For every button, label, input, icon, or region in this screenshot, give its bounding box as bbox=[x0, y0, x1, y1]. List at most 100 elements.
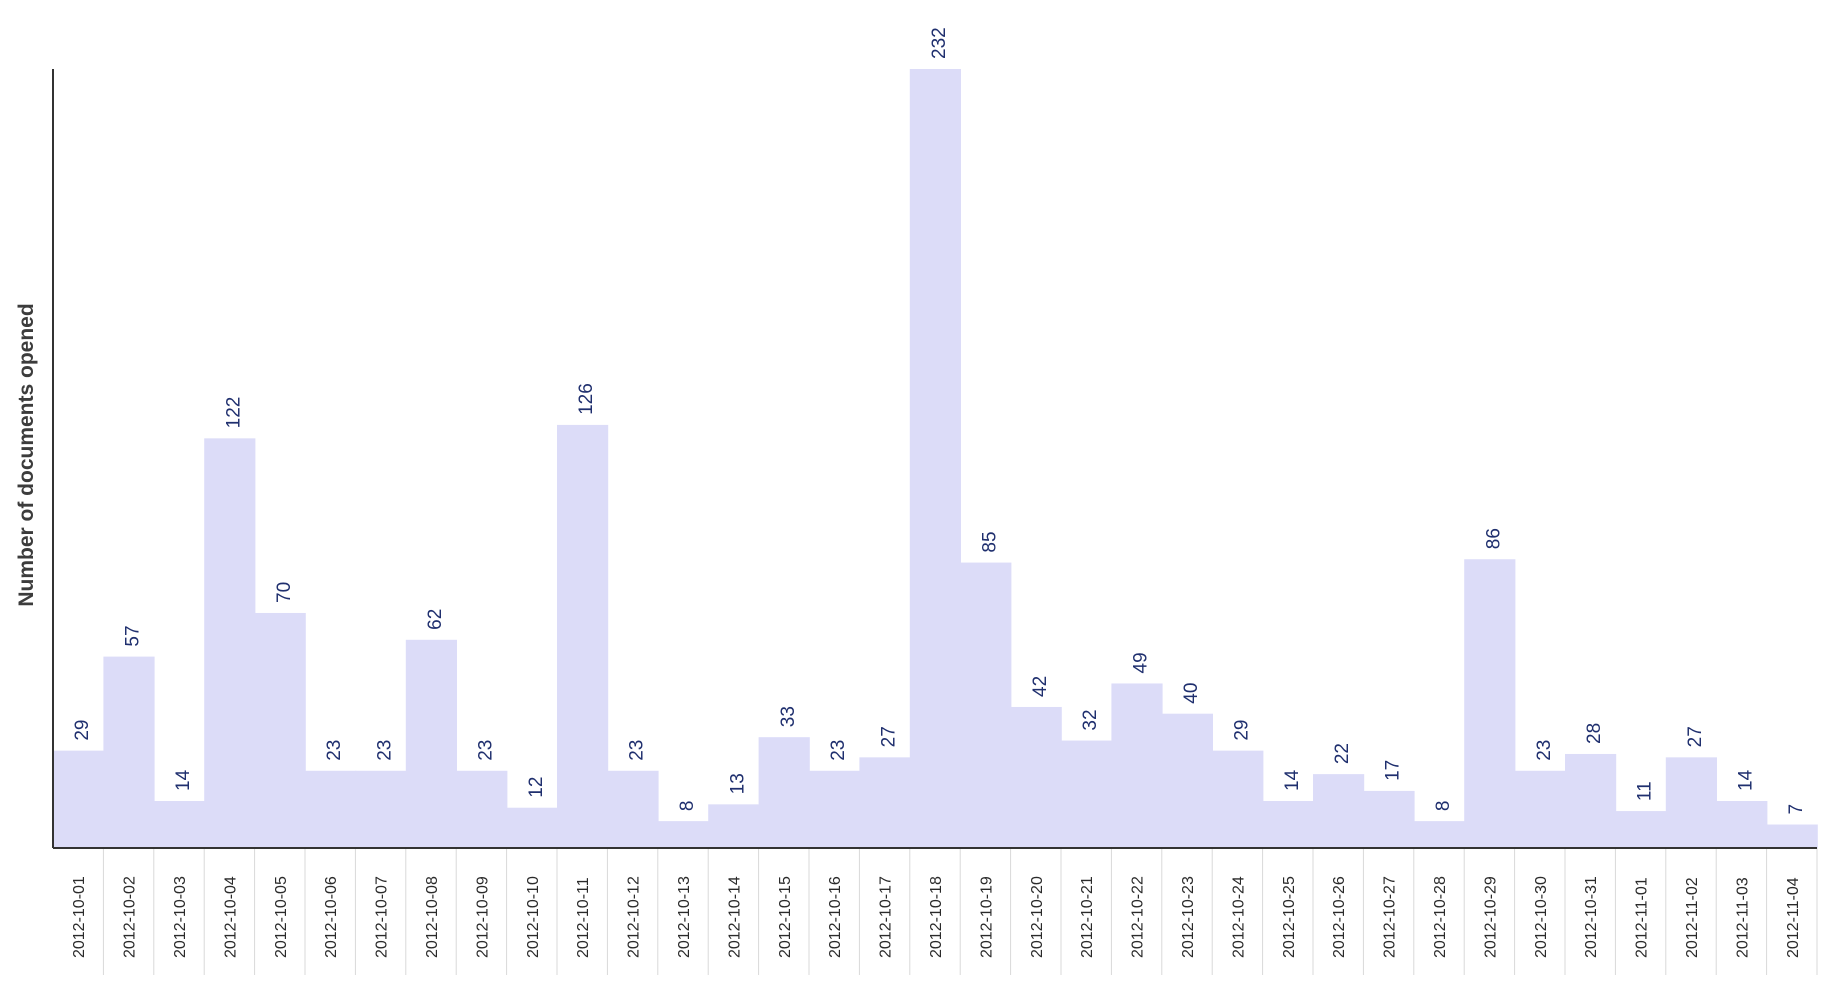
x-tick-label-2012-10-03: 2012-10-03 bbox=[172, 876, 189, 958]
bar-2012-10-22 bbox=[1111, 683, 1163, 848]
bar-2012-11-03 bbox=[1716, 800, 1768, 848]
value-label-2012-10-05: 70 bbox=[274, 582, 295, 603]
bar-2012-10-08 bbox=[405, 639, 457, 848]
value-label-2012-11-03: 14 bbox=[1735, 769, 1756, 791]
x-tick-label-2012-10-10: 2012-10-10 bbox=[525, 876, 542, 958]
x-tick-label-2012-10-16: 2012-10-16 bbox=[827, 876, 844, 958]
x-tick-label-2012-10-29: 2012-10-29 bbox=[1482, 876, 1499, 958]
bar-2012-10-06 bbox=[305, 770, 357, 848]
bar-2012-10-18 bbox=[909, 69, 961, 848]
x-tick-label-2012-10-22: 2012-10-22 bbox=[1130, 876, 1147, 958]
value-label-2012-10-29: 86 bbox=[1483, 528, 1504, 549]
x-tick-label-2012-11-02: 2012-11-02 bbox=[1684, 877, 1701, 958]
bar-2012-10-23 bbox=[1161, 713, 1213, 848]
value-label-2012-10-11: 126 bbox=[576, 383, 597, 415]
value-label-2012-10-18: 232 bbox=[929, 27, 950, 59]
bar-2012-11-04 bbox=[1766, 824, 1818, 848]
x-tick-label-2012-11-04: 2012-11-04 bbox=[1785, 877, 1802, 958]
value-label-2012-10-24: 29 bbox=[1231, 719, 1252, 740]
bar-2012-10-17 bbox=[859, 757, 911, 848]
bar-2012-10-03 bbox=[153, 800, 205, 848]
x-tick-label-2012-10-30: 2012-10-30 bbox=[1533, 876, 1550, 958]
x-tick-label-2012-10-02: 2012-10-02 bbox=[122, 876, 139, 958]
value-label-2012-10-16: 23 bbox=[828, 740, 849, 761]
x-tick-labels: 2012-10-01 2012-10-02 2012-10-03 2012-10-04… bbox=[71, 876, 1802, 958]
bar-2012-10-31 bbox=[1565, 753, 1617, 848]
bar-2012-10-21 bbox=[1061, 740, 1113, 848]
value-label-2012-10-14: 13 bbox=[727, 773, 748, 794]
x-tick-label-2012-10-05: 2012-10-05 bbox=[273, 876, 290, 958]
x-tick-label-2012-10-08: 2012-10-08 bbox=[424, 876, 441, 958]
value-label-2012-10-10: 12 bbox=[526, 777, 547, 798]
x-tick-label-2012-10-12: 2012-10-12 bbox=[626, 876, 643, 958]
bar-2012-10-20 bbox=[1010, 706, 1062, 848]
value-label-2012-11-02: 27 bbox=[1685, 726, 1706, 747]
bar-2012-10-12 bbox=[607, 770, 659, 848]
value-label-2012-10-04: 122 bbox=[223, 397, 244, 429]
bar-2012-11-01 bbox=[1615, 811, 1667, 848]
value-label-2012-10-20: 42 bbox=[1030, 676, 1051, 697]
value-label-2012-10-19: 85 bbox=[979, 531, 1000, 552]
x-tick-label-2012-10-13: 2012-10-13 bbox=[676, 876, 693, 958]
tick-separators bbox=[102, 848, 1818, 975]
x-tick-label-2012-10-01: 2012-10-01 bbox=[71, 876, 88, 958]
bar-2012-10-19 bbox=[960, 562, 1012, 848]
value-label-2012-10-03: 14 bbox=[173, 769, 194, 791]
x-tick-label-2012-10-11: 2012-10-11 bbox=[575, 877, 592, 958]
x-tick-label-2012-10-09: 2012-10-09 bbox=[474, 876, 491, 958]
x-tick-label-2012-10-20: 2012-10-20 bbox=[1029, 876, 1046, 958]
value-label-2012-10-15: 33 bbox=[778, 706, 799, 727]
value-labels-layer: 29 57 14 122 70 23 23 62 23 12 126 23 8 13 33 23 27 232 85… bbox=[72, 27, 1807, 814]
value-label-2012-10-02: 57 bbox=[123, 625, 144, 646]
bar-2012-10-24 bbox=[1212, 750, 1264, 849]
value-label-2012-10-12: 23 bbox=[627, 740, 648, 761]
x-tick-label-2012-10-26: 2012-10-26 bbox=[1331, 876, 1348, 958]
value-label-2012-10-07: 23 bbox=[375, 740, 396, 761]
x-tick-label-2012-10-17: 2012-10-17 bbox=[878, 876, 895, 958]
bar-2012-10-04 bbox=[204, 438, 256, 848]
x-tick-label-2012-11-03: 2012-11-03 bbox=[1734, 877, 1751, 958]
bar-2012-10-05 bbox=[254, 612, 306, 848]
value-label-2012-11-04: 7 bbox=[1786, 804, 1807, 815]
value-label-2012-10-31: 28 bbox=[1584, 723, 1605, 744]
bar-2012-10-10 bbox=[506, 807, 558, 848]
bar-2012-10-07 bbox=[355, 770, 407, 848]
x-tick-label-2012-10-19: 2012-10-19 bbox=[978, 876, 995, 958]
value-label-2012-10-26: 22 bbox=[1332, 743, 1353, 764]
bar-2012-10-14 bbox=[708, 804, 760, 848]
bar-2012-10-02 bbox=[103, 656, 155, 848]
x-tick-label-2012-10-27: 2012-10-27 bbox=[1382, 876, 1399, 958]
x-tick-label-2012-10-25: 2012-10-25 bbox=[1281, 876, 1298, 958]
bar-2012-10-30 bbox=[1514, 770, 1566, 848]
value-label-2012-10-27: 17 bbox=[1383, 760, 1404, 781]
value-label-2012-10-23: 40 bbox=[1181, 683, 1202, 704]
value-label-2012-10-09: 23 bbox=[475, 740, 496, 761]
value-label-2012-10-06: 23 bbox=[324, 740, 345, 761]
x-tick-label-2012-11-01: 2012-11-01 bbox=[1634, 877, 1651, 958]
value-label-2012-10-17: 27 bbox=[879, 726, 900, 747]
x-tick-label-2012-10-23: 2012-10-23 bbox=[1180, 876, 1197, 958]
value-label-2012-10-22: 49 bbox=[1131, 652, 1152, 673]
x-tick-label-2012-10-28: 2012-10-28 bbox=[1432, 876, 1449, 958]
x-tick-label-2012-10-07: 2012-10-07 bbox=[374, 876, 391, 958]
value-label-2012-10-08: 62 bbox=[425, 609, 446, 630]
x-tick-label-2012-10-04: 2012-10-04 bbox=[222, 876, 239, 958]
bar-2012-11-02 bbox=[1665, 757, 1717, 848]
x-tick-label-2012-10-24: 2012-10-24 bbox=[1230, 876, 1247, 958]
bar-2012-10-26 bbox=[1313, 774, 1365, 848]
bar-2012-10-28 bbox=[1413, 821, 1465, 848]
bar-2012-10-13 bbox=[657, 821, 709, 848]
value-label-2012-10-25: 14 bbox=[1282, 769, 1303, 791]
value-label-2012-10-21: 32 bbox=[1080, 709, 1101, 730]
x-tick-label-2012-10-18: 2012-10-18 bbox=[928, 876, 945, 958]
bar-2012-10-29 bbox=[1464, 559, 1516, 848]
bar-2012-10-25 bbox=[1262, 800, 1314, 848]
x-tick-label-2012-10-21: 2012-10-21 bbox=[1079, 876, 1096, 958]
value-label-2012-10-30: 23 bbox=[1534, 740, 1555, 761]
x-tick-label-2012-10-14: 2012-10-14 bbox=[726, 876, 743, 958]
value-label-2012-10-28: 8 bbox=[1433, 801, 1454, 812]
bar-2012-10-27 bbox=[1363, 790, 1415, 848]
bar-2012-10-15 bbox=[758, 737, 810, 848]
